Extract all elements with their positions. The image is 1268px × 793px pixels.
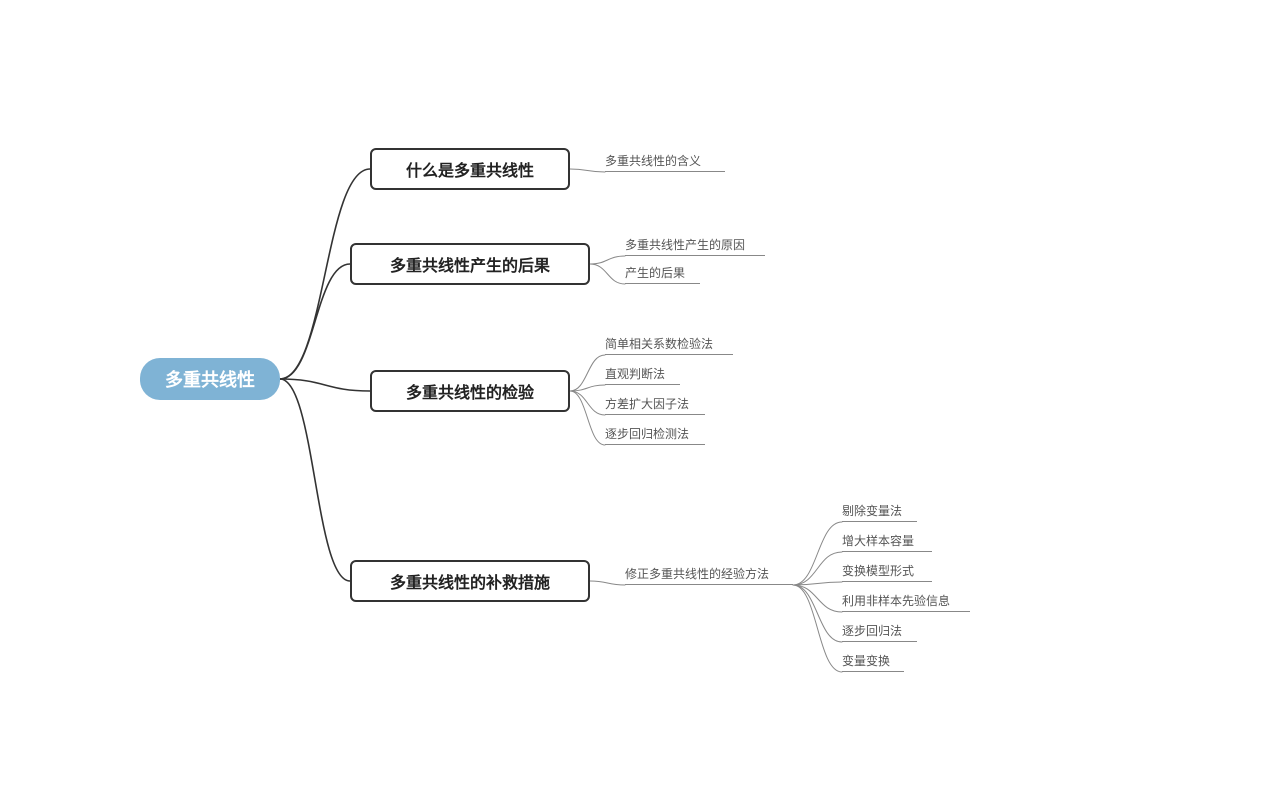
branch-tests[interactable]: 多重共线性的检验 [370,370,570,412]
leaf-definition[interactable]: 多重共线性的含义 [605,150,725,172]
leaf-label: 利用非样本先验信息 [842,592,950,609]
branch-label: 多重共线性产生的后果 [390,252,550,276]
leaf-correlation-test[interactable]: 简单相关系数检验法 [605,333,733,355]
leaf-label: 产生的后果 [625,264,685,281]
leaf-transform-model[interactable]: 变换模型形式 [842,560,932,582]
leaf-label: 多重共线性的含义 [605,152,701,169]
leaf-label: 剔除变量法 [842,502,902,519]
leaf-label: 逐步回归检测法 [605,425,689,442]
leaf-label: 变换模型形式 [842,562,914,579]
leaf-vif-test[interactable]: 方差扩大因子法 [605,393,705,415]
leaf-causes[interactable]: 多重共线性产生的原因 [625,234,765,256]
leaf-label: 方差扩大因子法 [605,395,689,412]
root-label: 多重共线性 [165,366,255,392]
leaf-label: 增大样本容量 [842,532,914,549]
branch-consequences[interactable]: 多重共线性产生的后果 [350,243,590,285]
leaf-label: 逐步回归法 [842,622,902,639]
mid-empirical-methods[interactable]: 修正多重共线性的经验方法 [625,563,793,585]
leaf-drop-variable[interactable]: 剔除变量法 [842,500,917,522]
leaf-label: 简单相关系数检验法 [605,335,713,352]
leaf-increase-sample[interactable]: 增大样本容量 [842,530,932,552]
mid-label: 修正多重共线性的经验方法 [625,565,769,582]
leaf-results[interactable]: 产生的后果 [625,262,700,284]
leaf-label: 变量变换 [842,652,890,669]
leaf-label: 多重共线性产生的原因 [625,236,745,253]
leaf-stepwise-test[interactable]: 逐步回归检测法 [605,423,705,445]
leaf-stepwise-regression[interactable]: 逐步回归法 [842,620,917,642]
leaf-label: 直观判断法 [605,365,665,382]
branch-label: 什么是多重共线性 [406,157,534,181]
branch-remedies[interactable]: 多重共线性的补救措施 [350,560,590,602]
branch-what-is[interactable]: 什么是多重共线性 [370,148,570,190]
leaf-prior-info[interactable]: 利用非样本先验信息 [842,590,970,612]
leaf-intuitive-test[interactable]: 直观判断法 [605,363,680,385]
branch-label: 多重共线性的检验 [406,379,534,403]
root-node[interactable]: 多重共线性 [140,358,280,400]
leaf-variable-transform[interactable]: 变量变换 [842,650,904,672]
branch-label: 多重共线性的补救措施 [390,569,550,593]
